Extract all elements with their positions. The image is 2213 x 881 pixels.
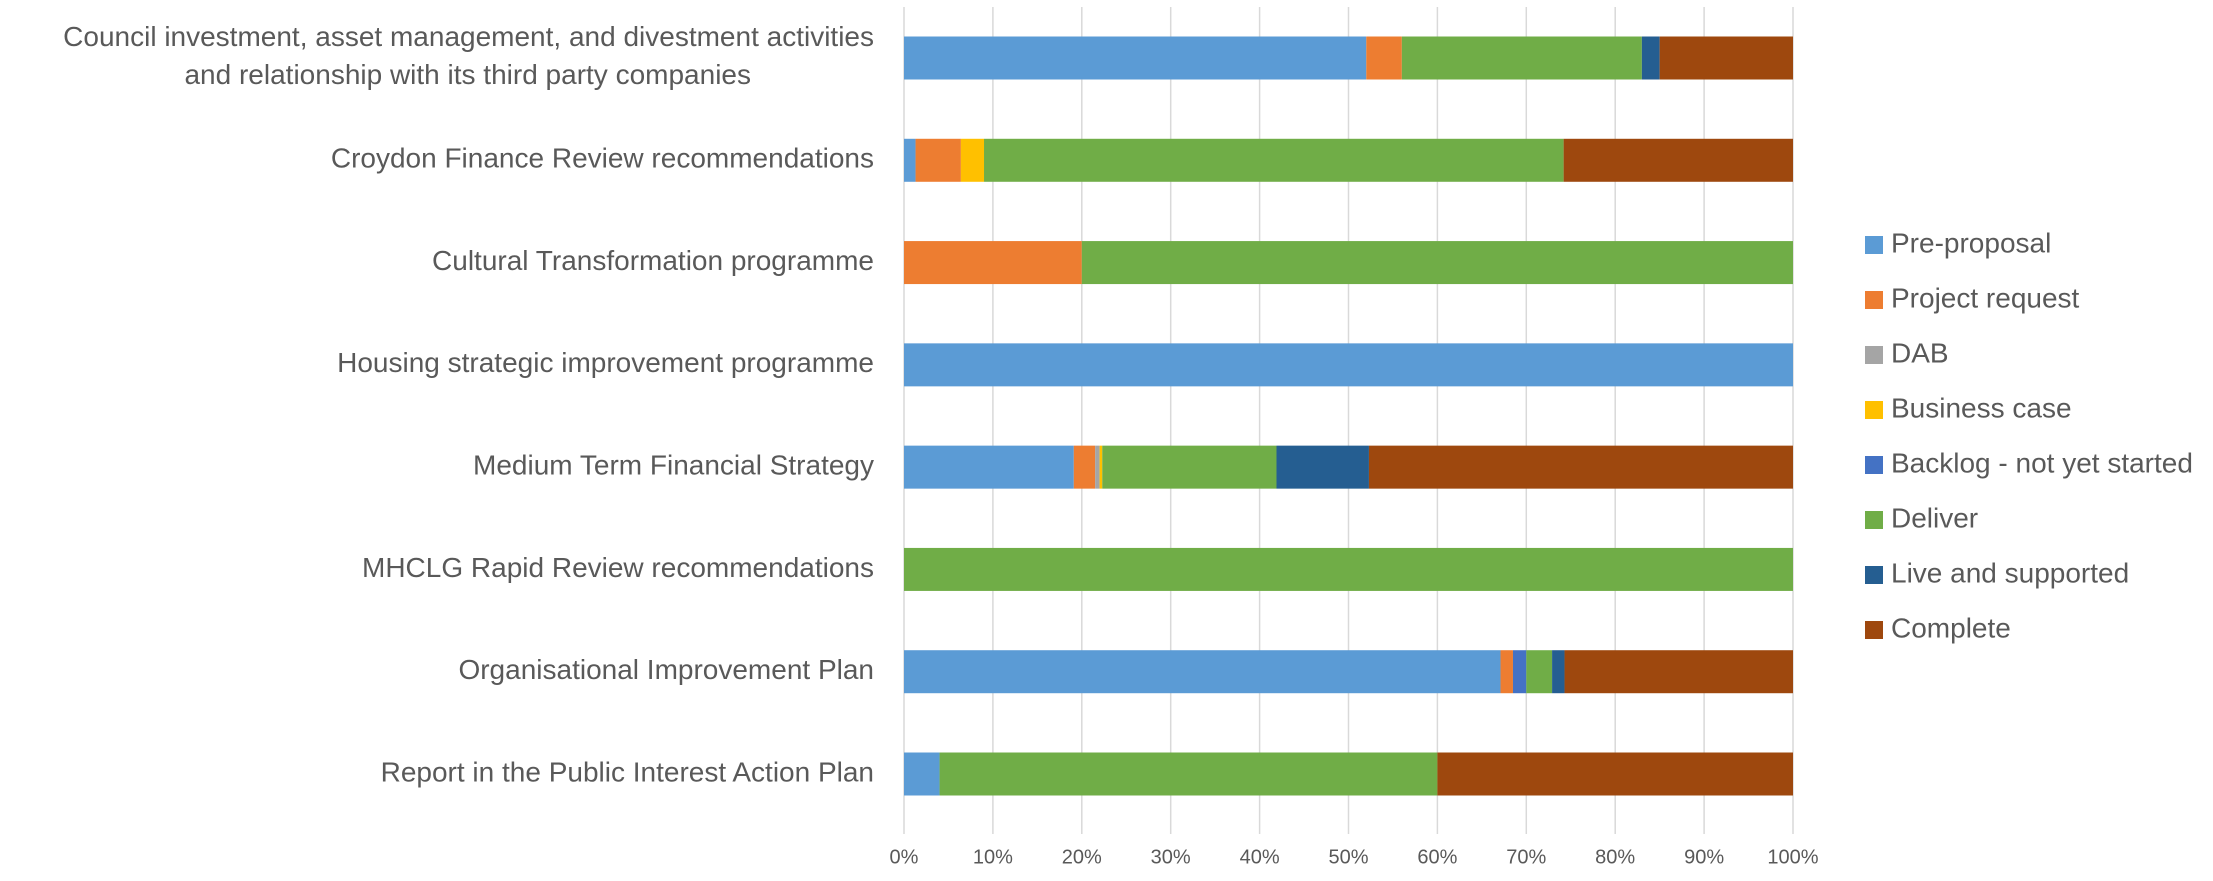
x-tick-label: 90%	[1684, 846, 1724, 868]
legend-swatch	[1865, 566, 1883, 584]
bar-segment	[904, 138, 916, 182]
bar-segment	[1095, 445, 1100, 489]
bar-segment	[904, 241, 1082, 285]
x-tick-label: 0%	[890, 846, 919, 868]
legend-label: Deliver	[1891, 502, 1978, 533]
y-tick-label: Medium Term Financial Strategy	[473, 450, 874, 481]
bar-segment	[1641, 36, 1660, 80]
legend-swatch	[1865, 456, 1883, 474]
legend-swatch	[1865, 236, 1883, 254]
bar-segment	[904, 445, 1074, 489]
bar-segment	[1552, 650, 1565, 694]
bar-segment	[904, 36, 1367, 80]
bar-segment	[1073, 445, 1096, 489]
bar-segment	[1563, 138, 1793, 182]
bar-segment	[1276, 445, 1369, 489]
bar-segment	[904, 752, 940, 796]
bar-segment	[984, 138, 1564, 182]
y-tick-label: Cultural Transformation programme	[432, 245, 874, 276]
legend-label: Project request	[1891, 282, 2080, 313]
bar-segment	[1564, 650, 1793, 694]
y-tick-label: Council investment, asset management, an…	[63, 21, 874, 90]
bar-segment	[1512, 650, 1527, 694]
bar-segment	[1099, 445, 1103, 489]
legend-label: Pre-proposal	[1891, 227, 2051, 258]
bar-segment	[915, 138, 961, 182]
y-tick-label: MHCLG Rapid Review recommendations	[362, 552, 874, 583]
x-tick-label: 20%	[1062, 846, 1102, 868]
bar-segment	[1526, 650, 1553, 694]
legend-label: Live and supported	[1891, 557, 2129, 588]
y-tick-label: Organisational Improvement Plan	[458, 654, 874, 685]
legend-label: Business case	[1891, 392, 2072, 423]
x-tick-label: 80%	[1595, 846, 1635, 868]
bar-segment	[1368, 445, 1793, 489]
legend-label: DAB	[1891, 337, 1949, 368]
bar-segment	[1500, 650, 1513, 694]
legend-swatch	[1865, 291, 1883, 309]
legend-swatch	[1865, 511, 1883, 529]
x-tick-label: 40%	[1240, 846, 1280, 868]
bar-segment	[939, 752, 1438, 796]
x-tick-label: 100%	[1767, 846, 1818, 868]
x-tick-label: 60%	[1417, 846, 1457, 868]
bar-segment	[1366, 36, 1402, 80]
bar-segment	[904, 343, 1793, 387]
bar-segment	[1401, 36, 1642, 80]
legend-label: Backlog - not yet started	[1891, 447, 2193, 478]
bar-segment	[1081, 241, 1793, 285]
legend-swatch	[1865, 401, 1883, 419]
x-tick-label: 70%	[1506, 846, 1546, 868]
bar-segment	[1659, 36, 1793, 80]
legend-swatch	[1865, 621, 1883, 639]
bar-segment	[904, 547, 1793, 591]
y-tick-label: Report in the Public Interest Action Pla…	[381, 756, 874, 787]
legend-swatch	[1865, 346, 1883, 364]
bar-segment	[1102, 445, 1277, 489]
bar-segment	[1437, 752, 1793, 796]
bar-segment	[960, 138, 985, 182]
x-tick-label: 30%	[1151, 846, 1191, 868]
bar-segment	[904, 650, 1501, 694]
x-tick-label: 10%	[973, 846, 1013, 868]
y-tick-label: Croydon Finance Review recommendations	[331, 143, 874, 174]
legend-label: Complete	[1891, 612, 2011, 643]
x-tick-label: 50%	[1328, 846, 1368, 868]
y-tick-label: Housing strategic improvement programme	[337, 347, 874, 378]
